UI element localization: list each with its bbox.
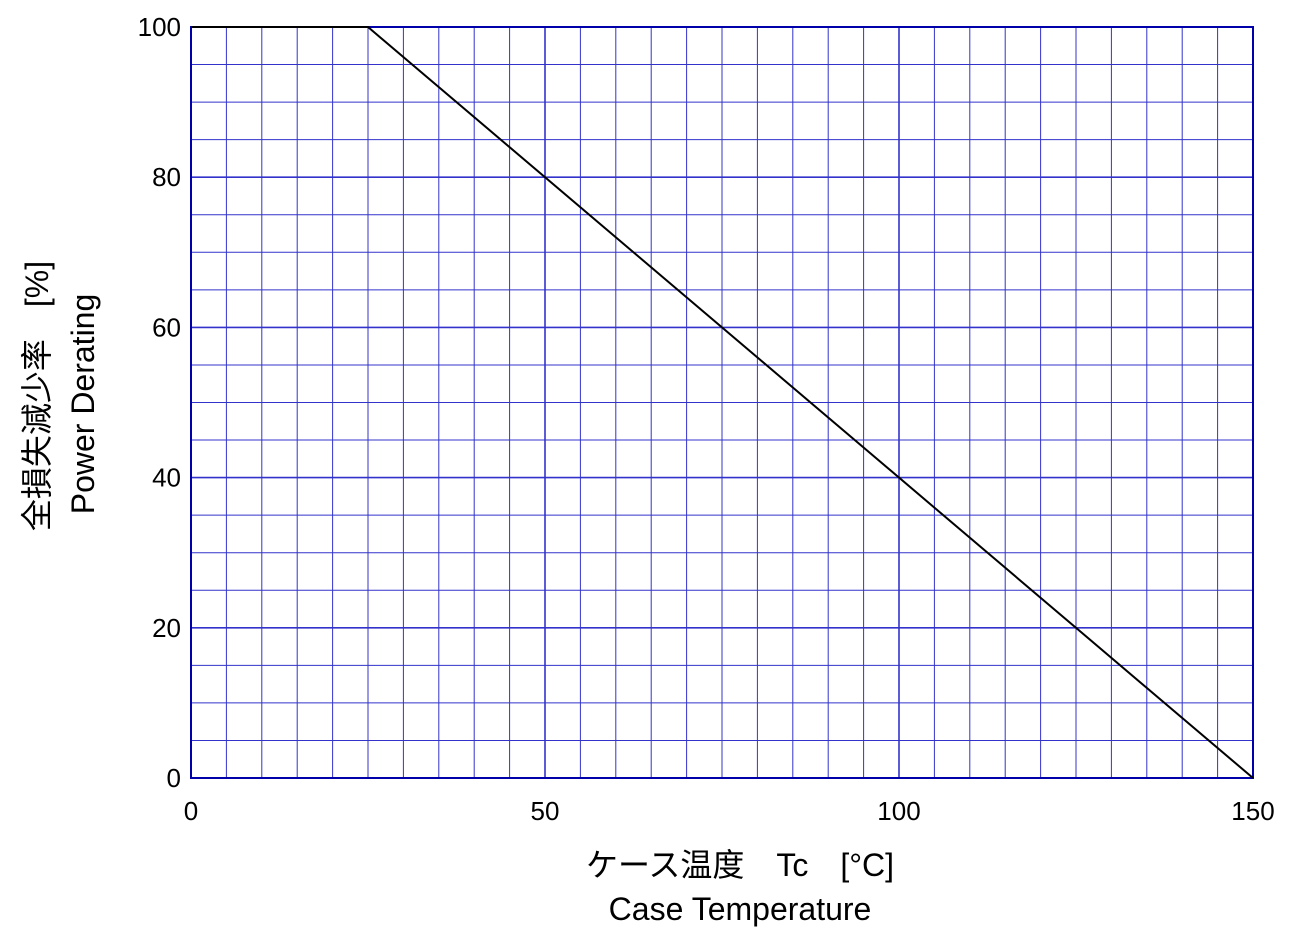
x-axis-title-line2: Case Temperature	[609, 891, 872, 927]
x-tick-label: 100	[877, 796, 920, 826]
y-axis-title-line2: Power Derating	[65, 294, 101, 515]
y-tick-label: 40	[152, 463, 181, 493]
y-tick-label: 0	[167, 763, 181, 793]
y-axis-title-line1: 全損失減少率 [%]	[19, 261, 55, 531]
x-axis-title-line1: ケース温度 Tc [°C]	[586, 847, 894, 883]
x-tick-label: 150	[1231, 796, 1274, 826]
y-tick-labels: 0 20 40 60 80 100	[138, 12, 181, 793]
x-tick-labels: 0 50 100 150	[184, 796, 1275, 826]
series-line	[191, 26, 1254, 779]
y-tick-label: 80	[152, 162, 181, 192]
y-tick-label: 60	[152, 312, 181, 342]
x-tick-label: 0	[184, 796, 198, 826]
plot-frame	[190, 26, 1254, 779]
grid	[190, 26, 1254, 779]
x-tick-label: 50	[531, 796, 560, 826]
y-tick-label: 100	[138, 12, 181, 42]
y-tick-label: 20	[152, 613, 181, 643]
